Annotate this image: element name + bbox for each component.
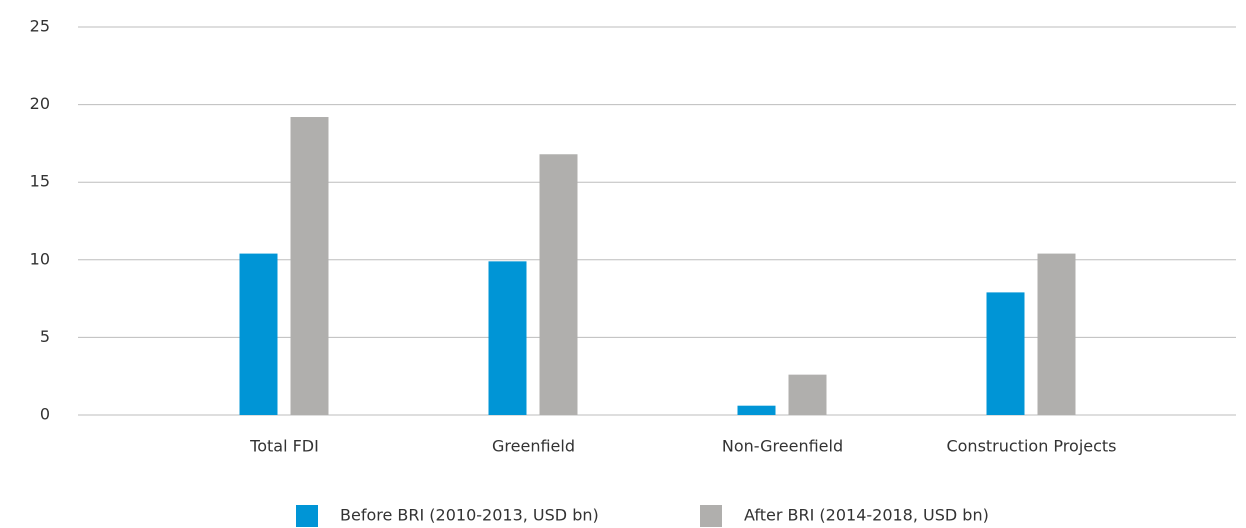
bar xyxy=(986,292,1025,415)
y-tick-label: 5 xyxy=(40,327,50,346)
y-tick-label: 20 xyxy=(30,94,50,113)
x-tick-label: Greenfield xyxy=(492,437,575,456)
y-tick-label: 10 xyxy=(30,249,50,268)
x-tick-label: Non-Greenfield xyxy=(722,437,843,456)
y-tick-label: 25 xyxy=(30,17,50,36)
bar xyxy=(488,261,527,415)
legend-swatch xyxy=(296,505,318,527)
bar xyxy=(539,154,578,415)
legend-label: After BRI (2014-2018, USD bn) xyxy=(744,506,989,525)
legend-label: Before BRI (2010-2013, USD bn) xyxy=(340,506,599,525)
bar xyxy=(290,117,329,416)
y-tick-label: 0 xyxy=(40,405,50,424)
bar xyxy=(788,374,827,415)
bar xyxy=(1037,253,1076,415)
bar xyxy=(239,253,278,415)
legend-swatch xyxy=(700,505,722,527)
x-tick-label: Construction Projects xyxy=(946,437,1116,456)
y-tick-label: 15 xyxy=(30,172,50,191)
x-tick-label: Total FDI xyxy=(249,437,319,456)
bar xyxy=(737,405,776,415)
